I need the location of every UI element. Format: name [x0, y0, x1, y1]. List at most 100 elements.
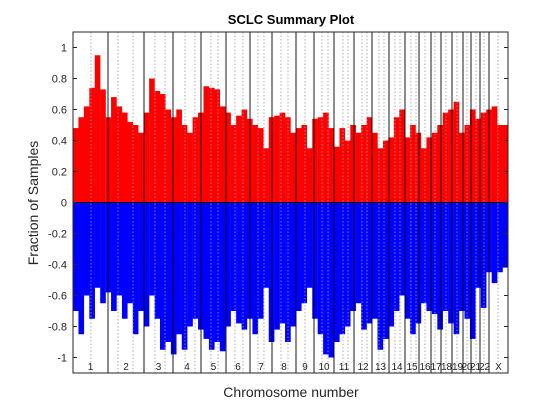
gain-bar	[393, 117, 400, 203]
gain-bar	[165, 109, 172, 203]
loss-bar	[132, 202, 139, 335]
gain-bar	[306, 148, 313, 203]
gain-bar	[132, 125, 139, 203]
chromosome-label: 12	[357, 362, 369, 373]
y-axis-label: Fraction of Samples	[25, 141, 41, 266]
chromosome-label: 20	[461, 362, 473, 373]
y-tick-label: -1	[57, 353, 67, 365]
gain-bar	[100, 89, 106, 203]
loss-bar	[366, 202, 373, 324]
loss-bar	[208, 202, 215, 350]
gain-bar	[448, 109, 454, 203]
gain-bar	[214, 89, 221, 203]
chromosome-label: 5	[211, 362, 217, 373]
gain-bar	[355, 132, 362, 203]
loss-bar	[100, 202, 106, 304]
y-tick-label: -0.4	[48, 260, 67, 272]
gain-bar	[143, 112, 150, 203]
gain-bar	[497, 125, 503, 203]
loss-bar	[116, 202, 123, 296]
gain-bar	[464, 125, 471, 203]
loss-bar	[334, 202, 340, 342]
loss-bar	[415, 202, 422, 324]
chromosome-label: 6	[235, 362, 241, 373]
gain-bar	[334, 146, 340, 203]
gain-bar	[377, 148, 384, 203]
chromosome-label: 2	[123, 362, 129, 373]
gain-bar	[203, 86, 210, 203]
chromosome-label: 18	[441, 362, 453, 373]
y-tick-label: 0	[61, 198, 67, 210]
loss-bar	[143, 202, 150, 327]
gain-bar	[295, 128, 302, 203]
gain-bar	[453, 101, 460, 203]
plot-layer: -1-0.8-0.6-0.4-0.200.20.40.60.811 2 3 4 5 6 7 8…	[48, 31, 509, 374]
chromosome-label: 4	[184, 362, 190, 373]
loss-bar	[426, 202, 433, 311]
chromosome-label: 7	[258, 362, 264, 373]
chromosome-label: 22	[479, 362, 491, 373]
gain-bar	[121, 112, 128, 203]
loss-bar	[442, 202, 449, 311]
chromosome-label: 14	[391, 362, 403, 373]
x-axis-label: Chromosome number	[223, 384, 359, 400]
gain-bar	[491, 106, 498, 203]
loss-bar	[225, 202, 231, 327]
loss-bar	[285, 202, 291, 342]
loss-bar	[263, 202, 269, 288]
gain-bar	[154, 90, 161, 203]
loss-bar	[203, 202, 210, 339]
gain-bar	[181, 125, 188, 203]
gain-bar	[208, 87, 215, 203]
loss-bar	[388, 202, 395, 327]
gain-bar	[339, 128, 346, 203]
gain-bar	[469, 109, 476, 203]
loss-bar	[176, 202, 182, 335]
chromosome-label: 19	[452, 362, 464, 373]
loss-bar	[138, 202, 144, 311]
loss-bar	[377, 202, 384, 350]
gain-bar	[480, 112, 487, 203]
loss-bar	[154, 202, 161, 319]
chromosome-label: 1	[88, 362, 94, 373]
gain-bar	[502, 125, 509, 203]
gain-bar	[404, 137, 411, 203]
loss-bar	[230, 202, 237, 311]
loss-bar	[170, 202, 177, 355]
gain-bar	[323, 112, 329, 203]
loss-bar	[339, 202, 346, 335]
chromosome-label: 3	[156, 362, 162, 373]
gain-bar	[328, 128, 335, 203]
loss-bar	[372, 202, 378, 319]
chromosome-label: 11	[339, 362, 350, 373]
gain-bar	[437, 125, 443, 203]
gain-bar	[290, 132, 297, 203]
loss-bar	[437, 202, 443, 330]
gain-bar	[459, 132, 465, 203]
loss-bar	[497, 202, 503, 273]
gain-bar	[73, 128, 79, 203]
loss-bar	[421, 202, 427, 304]
chromosome-label: 9	[302, 362, 308, 373]
loss-bar	[475, 202, 482, 288]
gain-bar	[230, 125, 237, 203]
y-tick-label: 0.4	[52, 136, 67, 148]
loss-bar	[448, 202, 454, 324]
gain-bar	[111, 97, 117, 203]
gain-bar	[241, 109, 248, 203]
gain-bar	[301, 125, 308, 203]
y-tick-label: -0.6	[48, 291, 67, 303]
y-tick-label: 0.8	[52, 74, 67, 86]
gain-bar	[426, 137, 433, 203]
loss-bar	[410, 202, 416, 335]
gain-bar	[176, 109, 182, 203]
loss-bar	[469, 202, 476, 339]
loss-bar	[393, 202, 400, 311]
gain-bar	[225, 112, 231, 203]
gain-bar	[372, 132, 378, 203]
chromosome-label: 17	[430, 362, 442, 373]
gain-bar	[442, 112, 449, 203]
gain-bar	[263, 148, 269, 203]
loss-bar	[111, 202, 117, 311]
